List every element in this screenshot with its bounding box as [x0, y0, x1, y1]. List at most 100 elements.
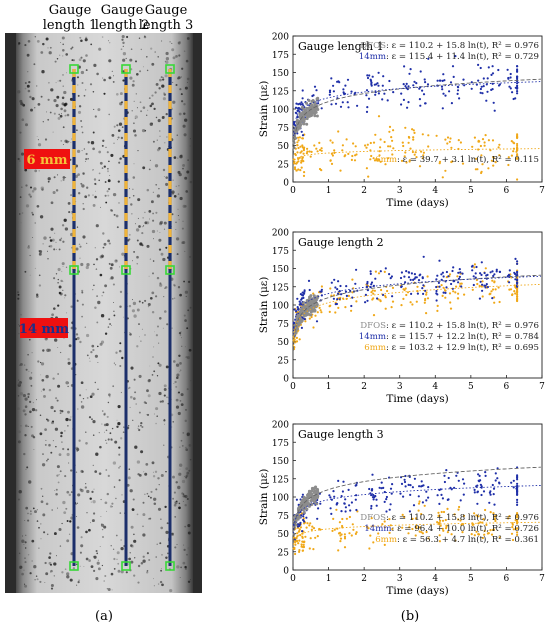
speckle [175, 228, 177, 231]
data-point [372, 157, 375, 160]
speckle [50, 227, 54, 231]
speckle [82, 59, 86, 63]
speckle [103, 242, 107, 246]
speckle [36, 520, 39, 522]
speckle [136, 308, 140, 312]
speckle [85, 69, 88, 72]
data-point [425, 499, 428, 502]
data-point [354, 145, 357, 148]
speckle [37, 103, 41, 106]
data-point [365, 89, 369, 92]
speckle [39, 414, 42, 417]
data-point [471, 145, 474, 148]
speckle [86, 512, 88, 514]
chart-title: Gauge length 2 [298, 236, 384, 249]
speckle [49, 552, 52, 555]
speckle [157, 119, 161, 123]
speckle [182, 493, 185, 496]
data-point [461, 162, 465, 165]
speckle [121, 38, 124, 41]
speckle [92, 500, 96, 504]
speckle [89, 360, 91, 362]
speckle [158, 187, 160, 190]
data-point [401, 513, 404, 517]
speckle [110, 263, 114, 267]
speckle [142, 525, 144, 528]
y-tick-label: 150 [272, 457, 289, 467]
data-point [307, 312, 311, 316]
speckle [136, 107, 138, 109]
speckle [18, 552, 21, 555]
data-point [462, 78, 465, 81]
speckle [114, 364, 117, 366]
data-point [509, 87, 512, 90]
data-point [333, 149, 336, 152]
data-point [295, 102, 298, 105]
data-point [388, 79, 391, 83]
y-tick-label: 0 [283, 567, 289, 577]
speckle [31, 211, 34, 214]
speckle [156, 230, 159, 232]
data-point [377, 532, 380, 535]
speckle [24, 44, 27, 47]
data-point [415, 82, 418, 85]
speckle [94, 470, 98, 473]
data-point [409, 68, 412, 71]
data-point [390, 275, 393, 278]
speckle [99, 546, 101, 547]
speckle [177, 193, 180, 195]
data-point [436, 309, 439, 312]
data-point [303, 292, 306, 295]
speckle [101, 144, 104, 147]
speckle [123, 256, 125, 258]
speckle [28, 370, 30, 372]
data-point [400, 103, 403, 106]
speckle [80, 56, 83, 59]
x-tick-label: 4 [432, 574, 438, 584]
speckle [140, 562, 144, 565]
data-point [345, 517, 348, 520]
speckle [88, 357, 90, 359]
speckle [164, 74, 168, 78]
speckle [44, 428, 47, 431]
speckle [19, 160, 21, 162]
data-point [497, 84, 501, 87]
speckle [85, 483, 87, 485]
speckle [71, 211, 73, 213]
speckle [17, 324, 20, 326]
data-point [343, 535, 347, 538]
data-point [507, 517, 510, 520]
data-point [315, 320, 319, 323]
speckle [105, 146, 107, 149]
data-point [399, 492, 402, 495]
speckle [46, 250, 49, 252]
data-point [448, 292, 452, 295]
speckle [155, 422, 157, 425]
data-point [318, 141, 321, 144]
speckle [138, 374, 142, 378]
speckle [108, 262, 111, 265]
data-point [401, 526, 404, 529]
speckle [46, 348, 50, 352]
data-point [418, 485, 421, 488]
speckle [68, 462, 70, 464]
speckle [60, 434, 63, 438]
speckle [78, 579, 81, 582]
data-point [498, 270, 502, 273]
speckle [113, 486, 116, 488]
data-point [301, 89, 304, 92]
data-point [444, 518, 447, 522]
speckle [110, 438, 113, 440]
speckle [20, 313, 22, 316]
data-point [486, 285, 489, 289]
speckle [121, 252, 125, 256]
speckle [100, 515, 102, 517]
equation-annotation: DFOS: ε = 110.2 + 15.8 ln(t), R² = 0.976 [360, 320, 539, 331]
speckle [165, 246, 168, 249]
speckle [45, 37, 49, 41]
x-tick-label: 3 [397, 186, 403, 196]
speckle [140, 48, 142, 51]
speckle [17, 395, 20, 397]
speckle [17, 90, 21, 94]
